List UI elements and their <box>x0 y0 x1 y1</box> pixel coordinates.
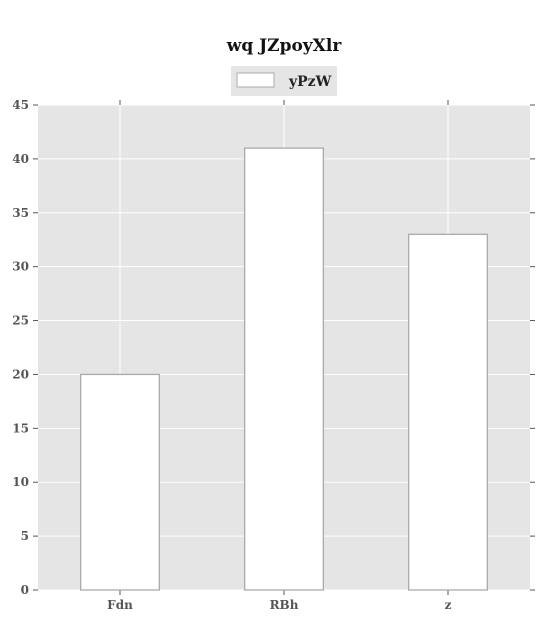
y-tick-label: 20 <box>12 367 29 381</box>
legend-label: yPzW <box>288 74 332 90</box>
x-tick-label: RBh <box>270 598 299 612</box>
y-tick-label: 45 <box>12 98 29 112</box>
bar-rbh <box>243 147 325 591</box>
x-tick-label: Fdn <box>107 598 133 612</box>
y-tick-label: 0 <box>21 583 29 597</box>
y-tick-label: 25 <box>12 314 29 328</box>
x-tick-label: z <box>445 598 452 612</box>
legend: yPzW <box>231 66 337 96</box>
bar-z <box>407 233 489 591</box>
chart-title: wq JZpoyXlr <box>226 36 343 56</box>
y-tick-label: 30 <box>12 260 29 274</box>
y-tick-label: 5 <box>21 529 29 543</box>
y-tick-label: 15 <box>12 421 29 435</box>
plot-area: 0 5 10 15 20 25 30 35 40 45 Fdn RBh z <box>12 98 535 612</box>
y-tick-label: 40 <box>12 152 29 166</box>
bar-fdn <box>79 373 161 591</box>
legend-swatch <box>236 72 275 88</box>
y-tick-label: 10 <box>12 475 29 489</box>
y-tick-label: 35 <box>12 206 29 220</box>
